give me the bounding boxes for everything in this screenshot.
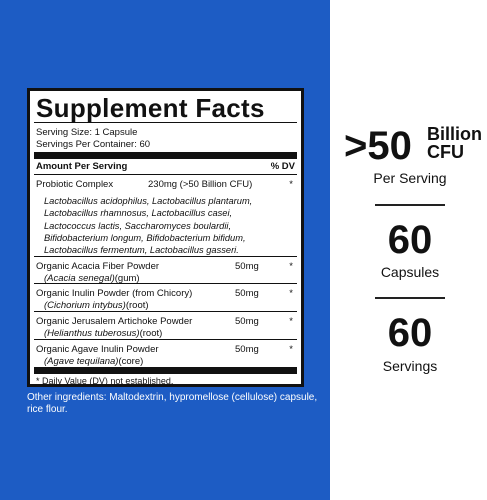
amount: 50mg	[235, 316, 259, 327]
other-ingredients: Other ingredients: Maltodextrin, hyprome…	[27, 392, 318, 403]
ingredient-name: Organic Inulin Powder (from Chicory)	[36, 288, 193, 299]
amount: 230mg (>50 Billion CFU)	[148, 179, 253, 190]
plant-part: (root)	[125, 300, 149, 311]
strain-line: Lactobacillus acidophilus, Lactobacillus…	[44, 196, 253, 206]
amount-header: Amount Per Serving	[36, 161, 128, 172]
latin-name: (Acacia senegal)	[44, 273, 115, 284]
ingredient-name: Probiotic Complex	[36, 179, 114, 190]
dv: *	[289, 179, 293, 190]
rule	[34, 283, 297, 284]
divider	[375, 297, 445, 299]
latin-name: (Agave tequilana)	[44, 356, 119, 367]
strain-line: Lactobacillus fermentum, Lactobacillus g…	[44, 245, 239, 256]
stat-label: Per Serving	[373, 170, 447, 186]
ingredient-name: Organic Jerusalem Artichoke Powder	[36, 316, 193, 327]
ingredient-name: Organic Acacia Fiber Powder	[36, 261, 160, 272]
dv: *	[289, 288, 293, 299]
footnote: * Daily Value (DV) not established.	[36, 376, 174, 386]
rule	[34, 256, 297, 257]
ingredient-name: Organic Agave Inulin Powder	[36, 344, 159, 355]
strain-line: Lactococcus lactis, Saccharomyces boular…	[44, 220, 232, 231]
divider	[375, 204, 445, 206]
servings-per-container: Servings Per Container: 60	[36, 139, 151, 150]
rule	[34, 339, 297, 340]
stat-value: 60	[387, 311, 433, 355]
stat-unit: Billion	[427, 124, 482, 144]
plant-part: (core)	[118, 356, 144, 367]
dv: *	[289, 316, 293, 327]
rule	[34, 311, 297, 312]
stat-label: Capsules	[380, 264, 440, 280]
stat-unit: CFU	[427, 142, 464, 162]
amount: 50mg	[235, 288, 259, 299]
plant-part: (gum)	[114, 273, 140, 284]
stat-value: >50	[344, 124, 412, 168]
dv: *	[289, 261, 293, 272]
strain-line: Lactobacillus rhamnosus, Lactobacillus c…	[44, 208, 233, 219]
title: Supplement Facts	[36, 93, 265, 123]
amount: 50mg	[235, 344, 259, 355]
dv-header: % DV	[270, 161, 295, 172]
strain-line: Bifidobacterium longum, Bifidobacterium …	[44, 232, 246, 243]
serving-size: Serving Size: 1 Capsule	[36, 127, 138, 138]
latin-name: (Cichorium intybus)	[44, 300, 126, 311]
amount: 50mg	[235, 261, 259, 272]
supplement-facts: Supplement Facts Serving Size: 1 Capsule…	[27, 88, 304, 387]
stat-value: 60	[387, 218, 433, 262]
latin-name: (Helianthus tuberosus)	[44, 328, 140, 339]
other-ingredients: rice flour.	[27, 404, 68, 415]
dv: *	[289, 344, 293, 355]
plant-part: (root)	[139, 328, 163, 339]
stat-label: Servings	[382, 358, 438, 374]
